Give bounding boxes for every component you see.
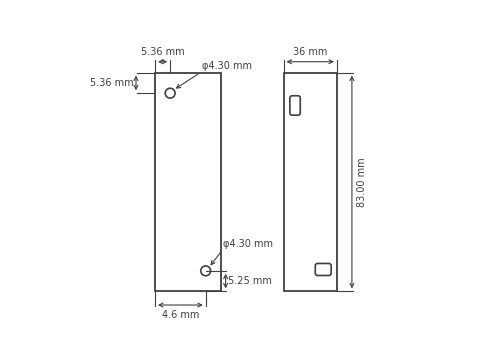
Text: φ4.30 mm: φ4.30 mm [223,239,273,249]
Text: 5.36 mm: 5.36 mm [90,78,133,88]
Text: 83.00 mm: 83.00 mm [357,157,367,207]
Text: φ4.30 mm: φ4.30 mm [202,61,252,71]
Bar [284,73,337,291]
Text: 4.6 mm: 4.6 mm [162,310,199,320]
Text: 5.25 mm: 5.25 mm [228,276,272,286]
Text: 5.36 mm: 5.36 mm [141,47,184,57]
Text: 36 mm: 36 mm [293,47,328,57]
Bar [155,73,220,291]
